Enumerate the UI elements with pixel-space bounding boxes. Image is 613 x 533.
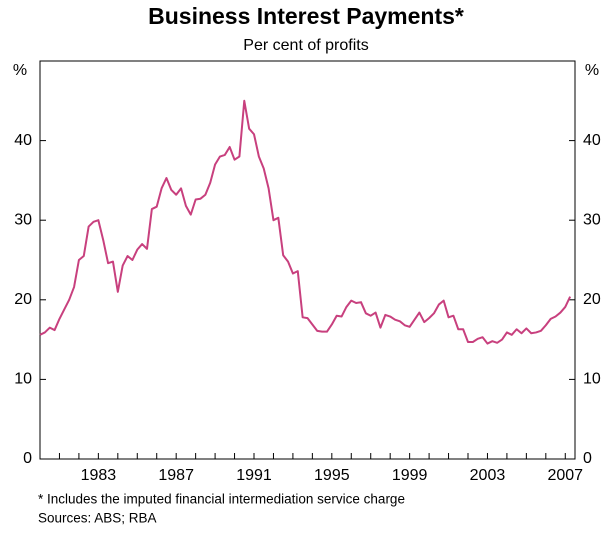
x-tick-label: 1991 [236,467,272,484]
x-tick-label: 1987 [158,467,194,484]
y-tick-label: 10 [14,371,32,388]
y-unit-right: % [585,62,599,79]
y-tick-label: 40 [14,132,32,149]
chart-subtitle: Per cent of profits [243,37,368,54]
footnote: * Includes the imputed financial interme… [38,492,405,507]
chart-title: Business Interest Payments* [148,3,464,29]
y-tick-label: 20 [583,291,601,308]
x-tick-label: 1983 [81,467,117,484]
source: Sources: ABS; RBA [38,511,157,526]
y-tick-label: 0 [23,450,32,467]
y-tick-label: 30 [583,211,601,228]
y-unit-left: % [13,62,27,79]
plot-frame [39,60,576,460]
y-tick-label: 20 [14,291,32,308]
y-tick-label: 10 [583,371,601,388]
data-line [39,99,572,345]
y-tick-label: 0 [583,450,592,467]
x-tick-label: 2007 [547,467,583,484]
y-tick-label: 30 [14,211,32,228]
y-tick-label: 40 [583,132,601,149]
x-tick-label: 1999 [392,467,428,484]
x-tick-label: 2003 [470,467,506,484]
x-tick-label: 1995 [314,467,350,484]
